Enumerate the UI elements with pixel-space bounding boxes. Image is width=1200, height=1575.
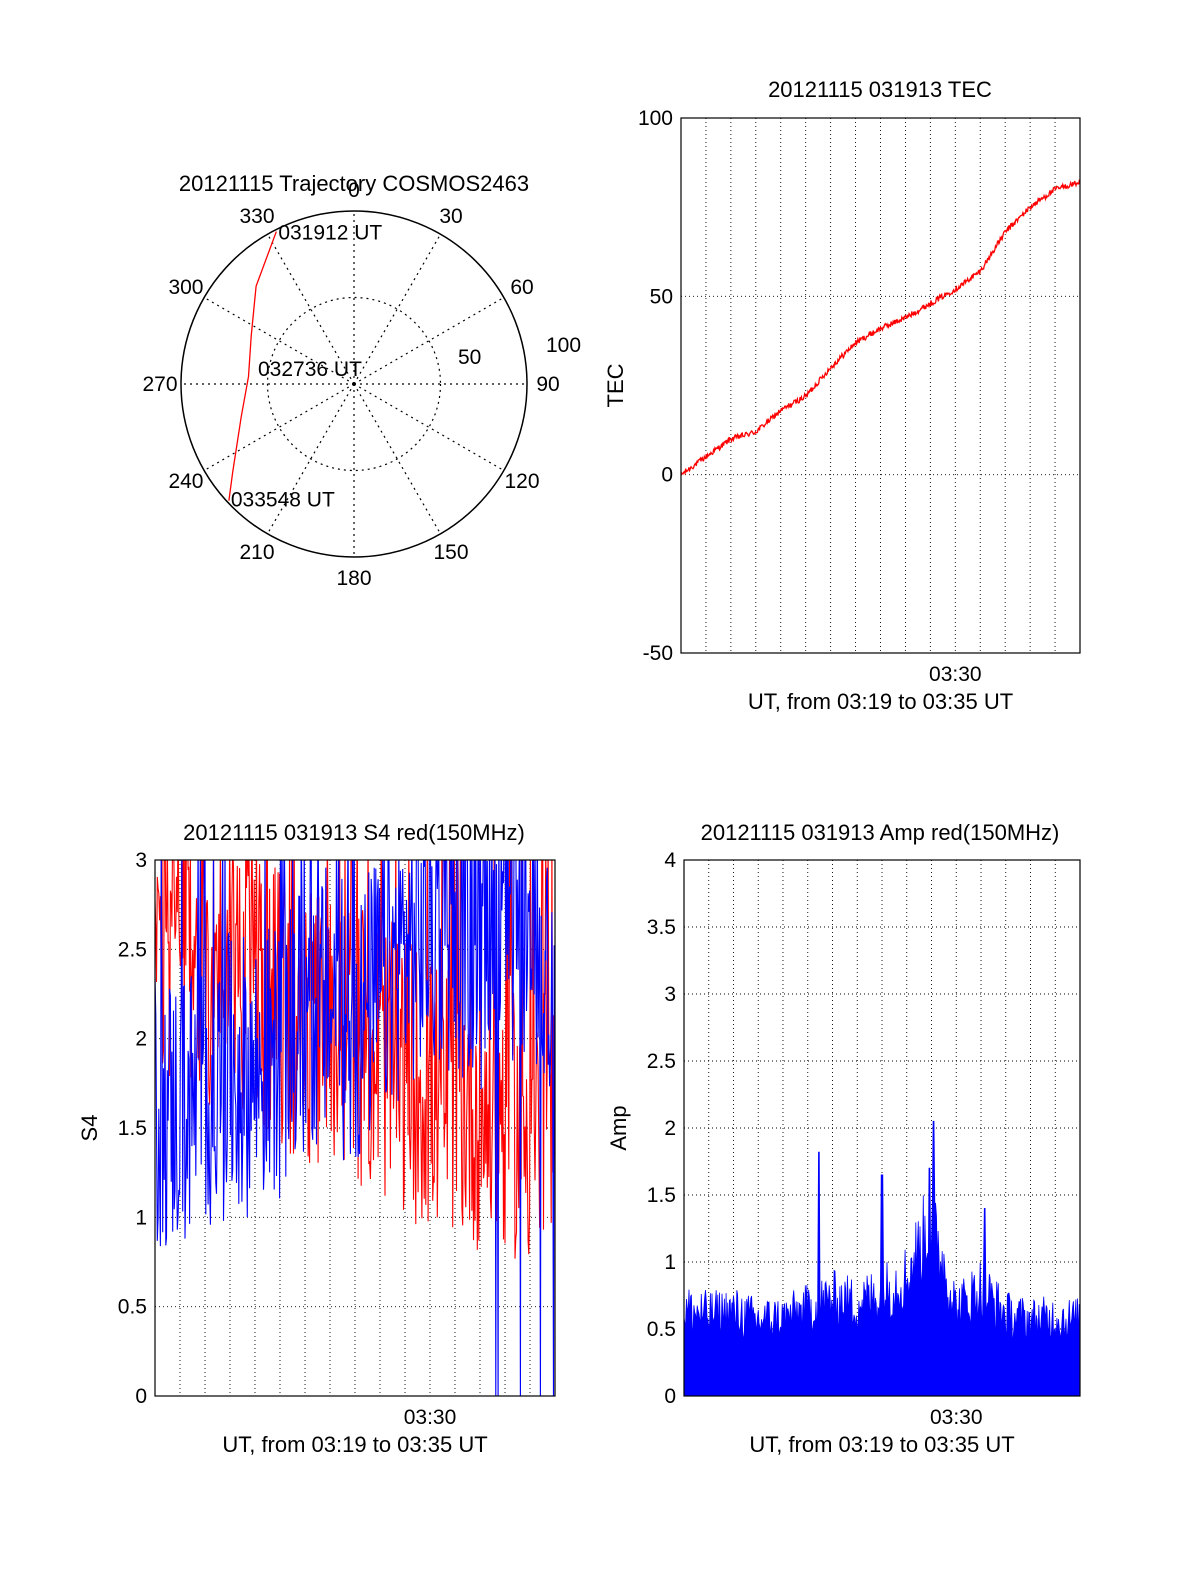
tec-y-axis-label: TEC bbox=[603, 363, 628, 407]
tec-y-tick-1: 0 bbox=[661, 464, 673, 487]
tec-chart-title: 20121115 031913 TEC bbox=[768, 77, 992, 102]
amp-gridlines bbox=[684, 860, 1080, 1396]
polar-chart-title: 20121115 Trajectory COSMOS2463 bbox=[179, 171, 529, 196]
amp-y-tick-labels: 0 0.5 1 1.5 2 2.5 3 3.5 4 bbox=[647, 849, 677, 1408]
track-end-label: 033548 UT bbox=[231, 489, 335, 512]
polar-spoke-120 bbox=[353, 383, 505, 472]
s4-y-tick-labels: 0 0.5 1 1.5 2 2.5 3 bbox=[118, 849, 147, 1408]
s4-y-tick-2: 1 bbox=[135, 1206, 147, 1229]
s4-series-blue bbox=[155, 860, 555, 1396]
amp-y-tick-4: 2 bbox=[664, 1117, 676, 1140]
amp-x-tick-label: 03:30 bbox=[930, 1406, 983, 1429]
tec-y-tick-2: 50 bbox=[650, 285, 673, 308]
angle-tick-210: 210 bbox=[239, 541, 274, 564]
tec-gridlines bbox=[681, 118, 1080, 653]
s4-series-group bbox=[155, 860, 555, 1396]
angle-tick-120: 120 bbox=[504, 470, 539, 493]
angle-tick-150: 150 bbox=[433, 541, 468, 564]
polar-spoke-210 bbox=[266, 383, 355, 535]
amp-y-tick-3: 1.5 bbox=[647, 1184, 676, 1207]
amp-y-tick-1: 0.5 bbox=[647, 1318, 676, 1341]
amp-chart-title: 20121115 031913 Amp red(150MHz) bbox=[701, 820, 1060, 845]
amp-series-bars bbox=[683, 1120, 1081, 1397]
angle-tick-330: 330 bbox=[239, 205, 274, 228]
amp-bar-chart: 20121115 031913 Amp red(150MHz) 0 0.5 1 1.5… bbox=[606, 820, 1081, 1457]
s4-y-tick-4: 2 bbox=[135, 1028, 147, 1051]
s4-x-tick-label: 03:30 bbox=[404, 1406, 457, 1429]
s4-y-tick-3: 1.5 bbox=[118, 1117, 147, 1140]
tec-series-line bbox=[680, 179, 1081, 476]
angle-tick-60: 60 bbox=[510, 276, 533, 299]
trajectory-polar-chart: 20121115 Trajectory COSMOS2463 0 30 60 90 12… bbox=[142, 171, 581, 590]
amp-plot-frame bbox=[683, 859, 1081, 1397]
polar-spoke-30 bbox=[353, 233, 442, 385]
polar-ring-50 bbox=[266, 296, 442, 472]
amp-y-tick-2: 1 bbox=[664, 1251, 676, 1274]
trajectory-track bbox=[228, 231, 277, 501]
angle-tick-30: 30 bbox=[439, 205, 462, 228]
angle-tick-300: 300 bbox=[168, 276, 203, 299]
amp-y-tick-8: 4 bbox=[664, 849, 676, 872]
tec-series bbox=[680, 179, 1081, 476]
s4-y-axis-label: S4 bbox=[77, 1115, 102, 1142]
tec-y-tick-0: -50 bbox=[643, 642, 673, 665]
amp-y-axis-label: Amp bbox=[606, 1105, 631, 1150]
angle-tick-180: 180 bbox=[336, 567, 371, 590]
polar-grid: 0 30 60 90 120 150 180 210 240 270 300 330 bbox=[142, 179, 559, 590]
angle-tick-270: 270 bbox=[142, 373, 177, 396]
tec-x-tick-label: 03:30 bbox=[929, 663, 982, 686]
angle-tick-0: 0 bbox=[348, 179, 360, 202]
tec-y-tick-labels: -50 0 50 100 bbox=[638, 107, 673, 665]
s4-plot-frame bbox=[154, 859, 556, 1397]
polar-spoke-150 bbox=[353, 383, 442, 535]
amp-x-axis-label: UT, from 03:19 to 03:35 UT bbox=[749, 1432, 1014, 1457]
amp-y-tick-0: 0 bbox=[664, 1385, 676, 1408]
amp-y-tick-7: 3.5 bbox=[647, 916, 676, 939]
s4-y-tick-1: 0.5 bbox=[118, 1296, 147, 1319]
s4-series bbox=[155, 860, 555, 1396]
amp-series bbox=[683, 1120, 1081, 1397]
angle-tick-240: 240 bbox=[168, 470, 203, 493]
polar-marks bbox=[228, 231, 277, 501]
polar-spoke-300 bbox=[203, 296, 355, 385]
s4-y-tick-5: 2.5 bbox=[118, 938, 147, 961]
s4-line-chart: 20121115 031913 S4 red(150MHz) 0 0.5 1 1.5 2… bbox=[77, 820, 556, 1457]
radius-tick-100: 100 bbox=[546, 334, 581, 357]
tec-plot-frame bbox=[680, 117, 1081, 654]
radius-tick-50: 50 bbox=[458, 346, 481, 369]
s4-y-tick-0: 0 bbox=[135, 1385, 147, 1408]
s4-x-axis-label: UT, from 03:19 to 03:35 UT bbox=[222, 1432, 487, 1457]
track-mid-label: 032736 UT bbox=[258, 358, 362, 381]
amp-y-tick-6: 3 bbox=[664, 983, 676, 1006]
track-start-label: 031912 UT bbox=[278, 222, 382, 245]
polar-spoke-60 bbox=[353, 296, 505, 385]
polar-outer-circle bbox=[180, 210, 528, 558]
polar-spoke-240 bbox=[203, 383, 355, 472]
s4-y-tick-6: 3 bbox=[135, 849, 147, 872]
angle-tick-90: 90 bbox=[536, 373, 559, 396]
s4-chart-title: 20121115 031913 S4 red(150MHz) bbox=[183, 820, 525, 845]
polar-spoke-330 bbox=[266, 233, 355, 385]
amp-y-tick-5: 2.5 bbox=[647, 1050, 676, 1073]
tec-y-tick-3: 100 bbox=[638, 107, 673, 130]
tec-x-axis-label: UT, from 03:19 to 03:35 UT bbox=[748, 689, 1013, 714]
tec-line-chart: 20121115 031913 TEC -50 0 50 100 03:30 UT, … bbox=[603, 77, 1081, 714]
